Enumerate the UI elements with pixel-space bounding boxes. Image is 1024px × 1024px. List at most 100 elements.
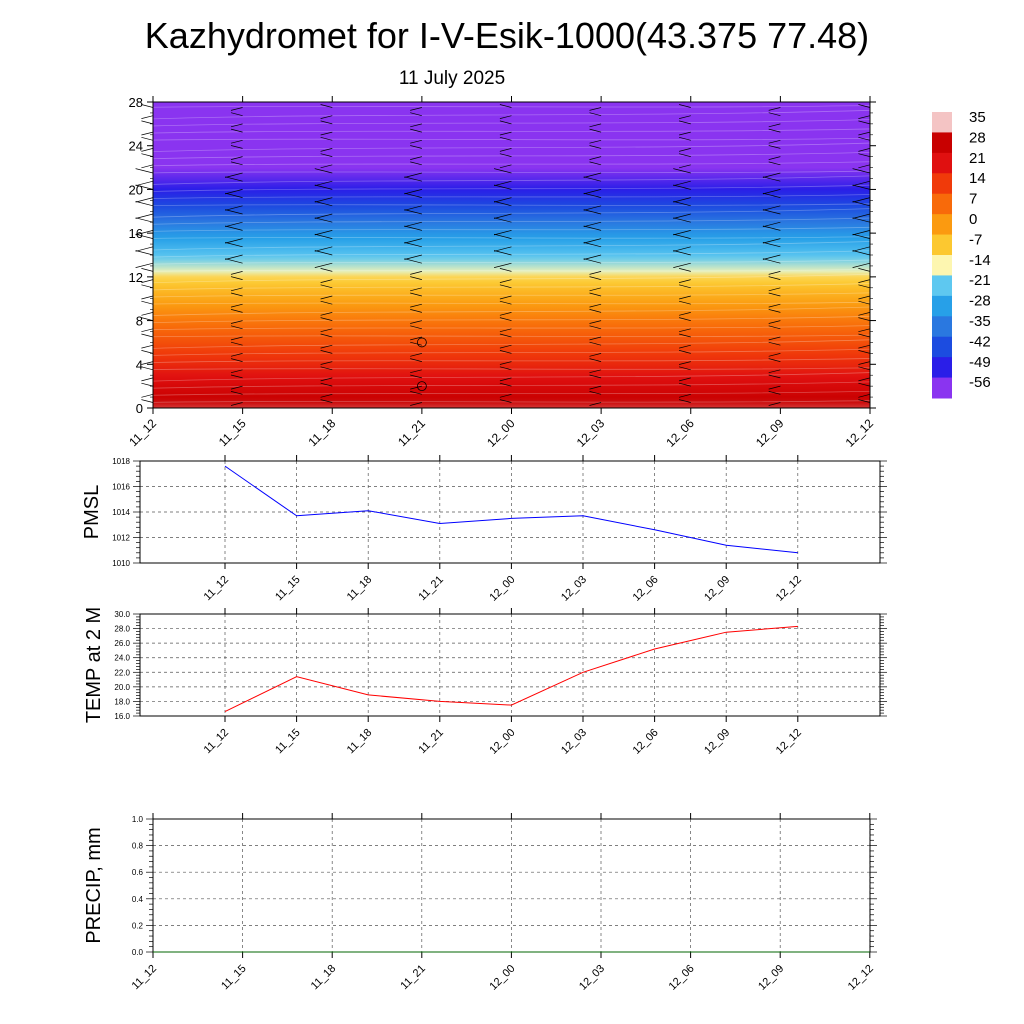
wind-barb [499, 377, 512, 382]
x-tick-label: 12_03 [574, 416, 608, 450]
wind-barb [768, 303, 781, 308]
isotherm-contour [152, 283, 871, 291]
wind-barb [494, 233, 512, 239]
isotherm-contour [152, 161, 871, 167]
wind-barb [410, 402, 422, 406]
wind-barb [499, 153, 512, 157]
wind-barb [320, 399, 333, 403]
x-tick-label: 11_18 [345, 727, 375, 757]
wind-barb [673, 250, 691, 256]
wind-barb [499, 317, 512, 321]
wind-barb [858, 328, 871, 333]
wind-barb [314, 184, 333, 190]
wind-barb [320, 136, 333, 141]
wind-barb [589, 161, 602, 166]
wind-barb [499, 382, 512, 387]
wind-barb [141, 344, 154, 349]
wind-barb [314, 168, 333, 174]
wind-barb [141, 120, 154, 125]
wind-barb [494, 230, 512, 236]
wind-barb [679, 344, 691, 349]
wind-barb [499, 312, 512, 316]
y-tick-label: 24 [129, 139, 143, 154]
wind-barb [679, 295, 691, 300]
wind-barb [679, 148, 691, 152]
wind-barb [225, 176, 243, 182]
wind-barb [141, 136, 154, 141]
x-tick-label: 12_03 [559, 574, 589, 604]
wind-barb [858, 377, 871, 382]
x-tick-label: 11_15 [219, 963, 249, 993]
y-axis-title: PRECIP, mm [83, 827, 105, 943]
wind-barb [589, 303, 602, 308]
wind-barb [589, 271, 602, 275]
x-tick-label: 11_21 [395, 416, 428, 449]
isotherm-contour [152, 301, 871, 305]
wind-barb [410, 107, 422, 111]
wind-barb [230, 320, 243, 324]
wind-barb [404, 209, 422, 215]
wind-barb [314, 180, 333, 187]
y-tick-label: 0.6 [132, 868, 144, 877]
wind-barb [852, 201, 871, 207]
wind-barb [858, 164, 871, 169]
wind-barb [225, 242, 243, 248]
chart-subtitle: 11 July 2025 [399, 68, 505, 89]
isotherm-contour [152, 194, 871, 199]
y-tick-label: 1014 [112, 508, 130, 517]
wind-barb [230, 128, 243, 133]
colorbar-swatch [932, 234, 952, 256]
wind-barb [589, 358, 602, 362]
wind-barb [589, 287, 602, 292]
wind-barb [762, 242, 781, 248]
x-tick-label: 12_00 [487, 727, 517, 757]
wind-barb [858, 393, 871, 398]
wind-barb [499, 399, 512, 403]
wind-barb [410, 292, 422, 297]
panel-frame [139, 613, 881, 717]
wind-barb [314, 213, 333, 219]
isotherm-contour [152, 292, 871, 298]
wind-barb [679, 393, 691, 398]
wind-barb [768, 320, 781, 324]
wind-barb [141, 295, 154, 300]
wind-barb [410, 145, 422, 149]
calm-marker [416, 337, 427, 348]
colorbar-swatch [932, 193, 952, 215]
y-tick-label: 20.0 [114, 683, 130, 692]
colorbar-swatch [932, 295, 952, 317]
colorbar-swatch [932, 173, 952, 195]
wind-barb [673, 262, 691, 268]
wind-barb [410, 112, 422, 117]
wind-barb [314, 201, 333, 207]
isotherm-contour [152, 372, 871, 382]
wind-barb [499, 164, 512, 169]
wind-barb [225, 225, 243, 231]
wind-barb [589, 341, 602, 346]
wind-barb [141, 148, 154, 152]
wind-barb [141, 131, 154, 136]
wind-barb [230, 292, 243, 297]
colorbar-swatch [932, 336, 952, 358]
y-tick-label: 1018 [112, 457, 130, 466]
colorbar-label: 21 [969, 150, 986, 167]
y-tick-label: 1.0 [132, 815, 144, 824]
wind-barb [679, 377, 691, 382]
y-tick-label: 0 [136, 401, 143, 416]
wind-barb [320, 164, 333, 169]
wind-barb [320, 382, 333, 387]
colorbar-swatch [932, 316, 952, 338]
wind-barb [583, 242, 602, 248]
wind-barb [499, 268, 512, 272]
wind-barb [320, 268, 333, 272]
wind-barb [589, 145, 602, 149]
wind-barb [673, 233, 691, 239]
isotherm-contour [152, 184, 871, 192]
wind-barb [410, 309, 422, 313]
wind-barb [762, 238, 781, 244]
wind-barb [768, 271, 781, 275]
y-tick-label: 12 [129, 270, 143, 285]
isotherm-contour [152, 358, 871, 363]
wind-barb [141, 279, 154, 283]
x-tick-label: 12_12 [774, 727, 804, 757]
